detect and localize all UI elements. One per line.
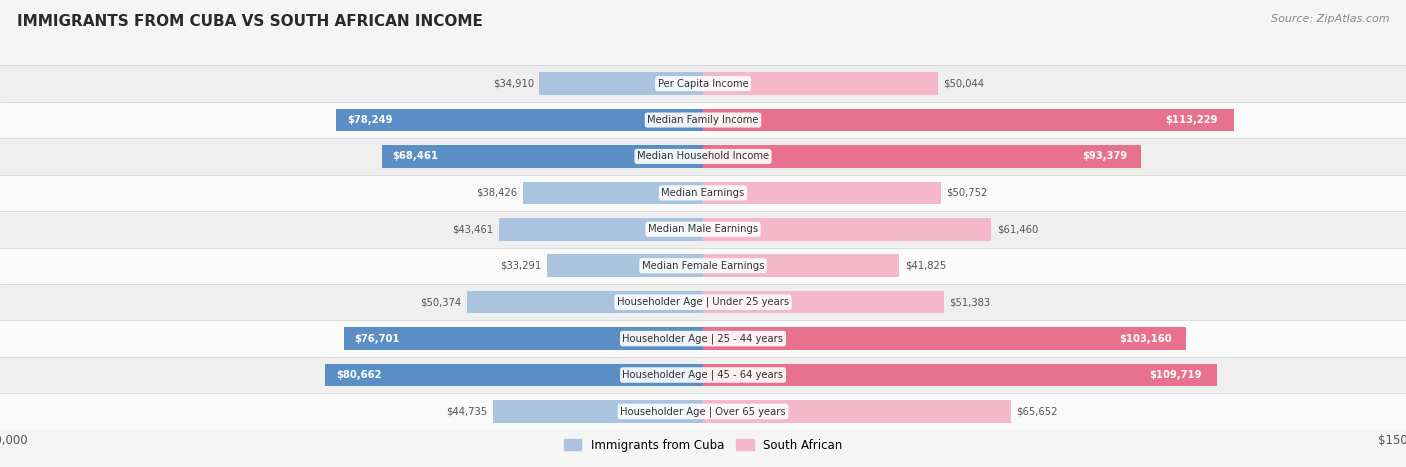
- Text: $103,160: $103,160: [1119, 333, 1173, 344]
- Text: $65,652: $65,652: [1017, 406, 1057, 417]
- Text: $43,461: $43,461: [453, 224, 494, 234]
- Bar: [703, 400, 1011, 423]
- Bar: [0, 211, 1406, 248]
- Text: $113,229: $113,229: [1166, 115, 1218, 125]
- Bar: [336, 109, 703, 131]
- Bar: [499, 218, 703, 241]
- Text: Median Male Earnings: Median Male Earnings: [648, 224, 758, 234]
- Text: $76,701: $76,701: [354, 333, 399, 344]
- Bar: [703, 182, 941, 204]
- Bar: [0, 248, 1406, 284]
- Text: Median Earnings: Median Earnings: [661, 188, 745, 198]
- Text: $41,825: $41,825: [904, 261, 946, 271]
- Bar: [343, 327, 703, 350]
- Text: Median Female Earnings: Median Female Earnings: [641, 261, 765, 271]
- Text: $38,426: $38,426: [477, 188, 517, 198]
- Text: $44,735: $44,735: [447, 406, 488, 417]
- Text: $68,461: $68,461: [392, 151, 437, 162]
- Bar: [703, 72, 938, 95]
- Bar: [0, 102, 1406, 138]
- Text: $50,752: $50,752: [946, 188, 988, 198]
- Text: $50,374: $50,374: [420, 297, 461, 307]
- Text: $109,719: $109,719: [1149, 370, 1202, 380]
- Text: Per Capita Income: Per Capita Income: [658, 78, 748, 89]
- Text: Householder Age | Over 65 years: Householder Age | Over 65 years: [620, 406, 786, 417]
- Bar: [703, 364, 1218, 386]
- Text: $80,662: $80,662: [336, 370, 382, 380]
- Text: $34,910: $34,910: [492, 78, 534, 89]
- Bar: [703, 218, 991, 241]
- Text: Source: ZipAtlas.com: Source: ZipAtlas.com: [1271, 14, 1389, 24]
- Bar: [0, 175, 1406, 211]
- Bar: [494, 400, 703, 423]
- Bar: [0, 357, 1406, 393]
- Bar: [0, 65, 1406, 102]
- Text: $51,383: $51,383: [949, 297, 991, 307]
- Bar: [703, 291, 943, 313]
- Bar: [467, 291, 703, 313]
- Text: $93,379: $93,379: [1083, 151, 1128, 162]
- Text: Median Family Income: Median Family Income: [647, 115, 759, 125]
- Bar: [703, 145, 1140, 168]
- Text: $61,460: $61,460: [997, 224, 1038, 234]
- Bar: [0, 393, 1406, 430]
- Text: IMMIGRANTS FROM CUBA VS SOUTH AFRICAN INCOME: IMMIGRANTS FROM CUBA VS SOUTH AFRICAN IN…: [17, 14, 482, 29]
- Bar: [540, 72, 703, 95]
- Bar: [703, 255, 898, 277]
- Text: Householder Age | 25 - 44 years: Householder Age | 25 - 44 years: [623, 333, 783, 344]
- Text: $50,044: $50,044: [943, 78, 984, 89]
- Bar: [703, 327, 1187, 350]
- Bar: [703, 109, 1233, 131]
- Bar: [0, 138, 1406, 175]
- Bar: [0, 320, 1406, 357]
- Text: Median Household Income: Median Household Income: [637, 151, 769, 162]
- Legend: Immigrants from Cuba, South African: Immigrants from Cuba, South African: [560, 434, 846, 456]
- Text: Householder Age | 45 - 64 years: Householder Age | 45 - 64 years: [623, 370, 783, 380]
- Bar: [382, 145, 703, 168]
- Bar: [547, 255, 703, 277]
- Text: $78,249: $78,249: [347, 115, 392, 125]
- Bar: [523, 182, 703, 204]
- Bar: [325, 364, 703, 386]
- Bar: [0, 284, 1406, 320]
- Text: Householder Age | Under 25 years: Householder Age | Under 25 years: [617, 297, 789, 307]
- Text: $33,291: $33,291: [501, 261, 541, 271]
